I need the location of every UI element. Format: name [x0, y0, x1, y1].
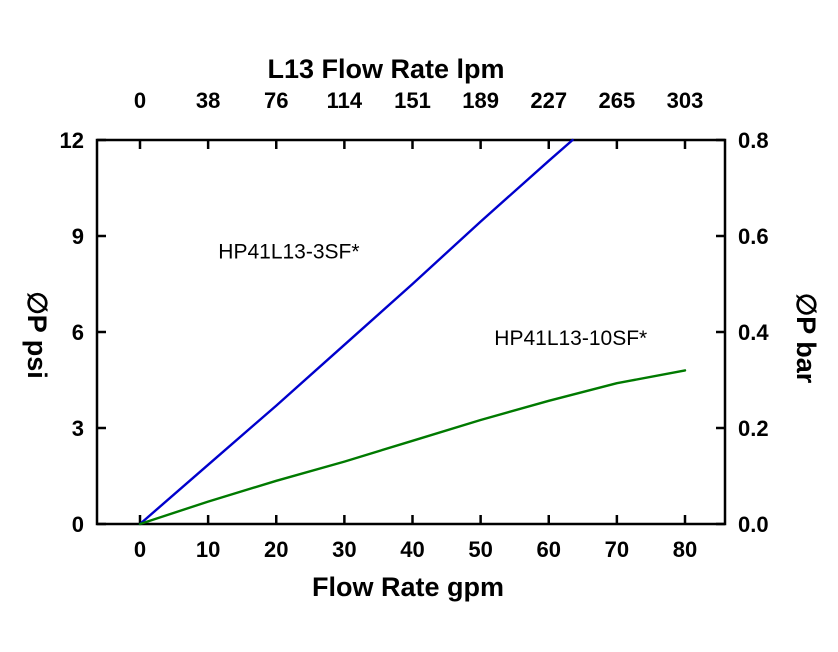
axis-ticks: 0010382076301144015150189602277026580303… [60, 88, 770, 562]
x-tick-label-bottom: 20 [264, 537, 288, 562]
x-tick-label-top: 303 [667, 88, 704, 113]
series-label: HP41L13-10SF* [494, 327, 647, 350]
x-tick-label-top: 151 [394, 88, 431, 113]
series-label: HP41L13-3SF* [218, 240, 359, 263]
y-tick-label-right: 0.8 [738, 128, 769, 153]
y-tick-label-right: 0.4 [738, 320, 769, 345]
x-tick-label-bottom: 60 [537, 537, 561, 562]
series-line [138, 369, 687, 526]
series-lines [138, 138, 687, 526]
y-tick-label-right: 0.2 [738, 416, 769, 441]
x-tick-label-bottom: 40 [400, 537, 424, 562]
x-tick-label-top: 38 [196, 88, 220, 113]
x-tick-label-top: 0 [134, 88, 146, 113]
y-tick-label-left: 0 [72, 512, 84, 537]
y-tick-label-right: 0.6 [738, 224, 769, 249]
series-labels-group: HP41L13-3SF* HP41L13-10SF* [218, 240, 647, 349]
series-line [138, 138, 574, 526]
x-tick-label-top: 189 [462, 88, 499, 113]
y-tick-label-left: 6 [72, 320, 84, 345]
y-tick-label-left: 3 [72, 416, 84, 441]
top-axis-title: L13 Flow Rate lpm [267, 54, 504, 84]
x-tick-label-bottom: 80 [673, 537, 697, 562]
x-tick-label-bottom: 0 [134, 537, 146, 562]
x-tick-label-bottom: 50 [468, 537, 492, 562]
x-tick-label-top: 227 [530, 88, 567, 113]
y-tick-label-left: 12 [60, 128, 84, 153]
x-tick-label-top: 76 [264, 88, 288, 113]
x-tick-label-bottom: 70 [605, 537, 629, 562]
right-axis-title: ∅P bar [791, 293, 821, 384]
x-tick-label-bottom: 10 [196, 537, 220, 562]
left-axis-title: ∅P psi [22, 291, 52, 379]
y-tick-label-right: 0.0 [738, 512, 769, 537]
x-tick-label-top: 265 [599, 88, 636, 113]
bottom-axis-title: Flow Rate gpm [312, 572, 504, 602]
y-tick-label-left: 9 [72, 224, 84, 249]
x-tick-label-bottom: 30 [332, 537, 356, 562]
x-tick-label-top: 114 [327, 88, 363, 113]
